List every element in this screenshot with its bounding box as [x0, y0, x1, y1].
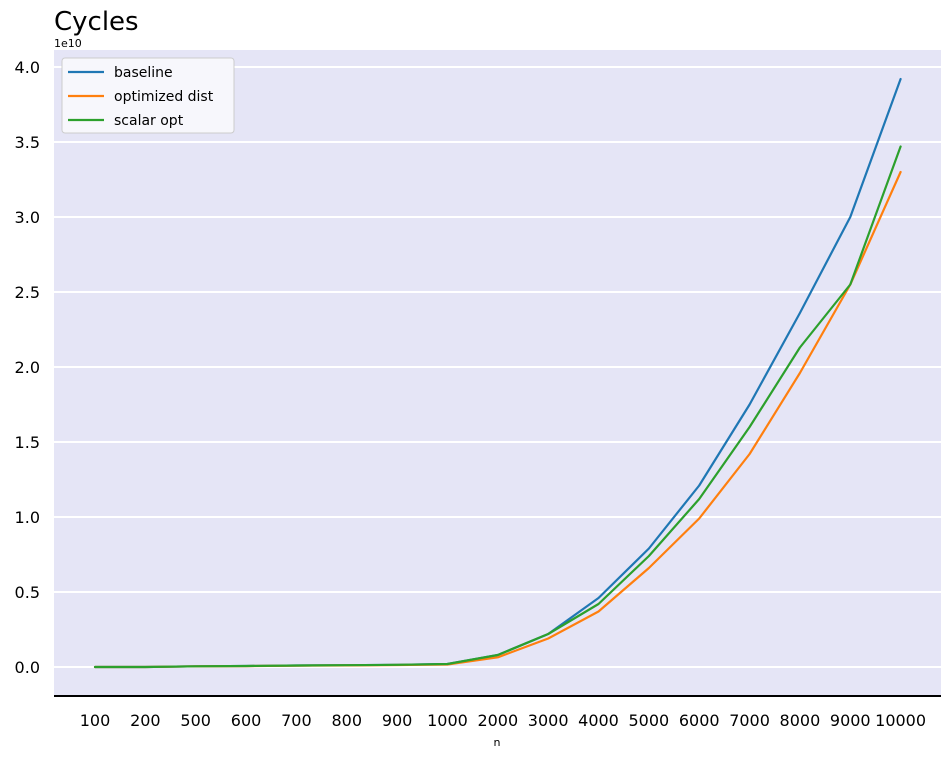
y-tick-label: 3.0: [15, 208, 40, 227]
x-tick-label: 8000: [780, 711, 821, 730]
x-tick-label: 10000: [875, 711, 926, 730]
legend: baseline optimized dist scalar opt: [61, 57, 235, 134]
series-line-scalar-opt: [93, 145, 902, 669]
x-tick-label: 800: [331, 711, 362, 730]
x-tick-label: 500: [180, 711, 211, 730]
x-tick-label: 3000: [528, 711, 569, 730]
legend-label: optimized dist: [114, 89, 214, 105]
y-ticks: 0.0 0.5 1.0 1.5 2.0 2.5 3.0 3.5 4.0: [15, 58, 40, 677]
gridlines: [54, 66, 941, 668]
y-tick-label: 1.5: [15, 433, 40, 452]
x-tick-label: 2000: [477, 711, 518, 730]
x-tick-label: 1000: [427, 711, 468, 730]
series-lines: [93, 77, 902, 669]
x-tick-label: 900: [382, 711, 413, 730]
x-axis-label: n: [494, 736, 501, 749]
x-tick-label: 5000: [628, 711, 669, 730]
legend-label: baseline: [114, 65, 173, 81]
x-tick-label: 200: [130, 711, 161, 730]
x-tick-label: 7000: [729, 711, 770, 730]
y-tick-label: 3.5: [15, 133, 40, 152]
x-ticks: 100 200 500 600 700 800 900 1000 2000 3000 4000 500…: [80, 711, 926, 730]
x-tick-label: 6000: [679, 711, 720, 730]
legend-label: scalar opt: [114, 113, 184, 129]
y-tick-label: 2.0: [15, 358, 40, 377]
x-tick-label: 100: [80, 711, 111, 730]
y-tick-label: 2.5: [15, 283, 40, 302]
y-tick-label: 0.0: [15, 658, 40, 677]
y-tick-label: 4.0: [15, 58, 40, 77]
plot-background: [54, 50, 941, 696]
x-tick-label: 4000: [578, 711, 619, 730]
y-tick-label: 0.5: [15, 583, 40, 602]
x-tick-label: 9000: [830, 711, 871, 730]
legend-box: [61, 57, 235, 134]
y-exponent-label: 1e10: [54, 37, 82, 50]
x-tick-label: 600: [231, 711, 262, 730]
chart-title: Cycles: [54, 7, 139, 37]
x-tick-label: 700: [281, 711, 312, 730]
y-tick-label: 1.0: [15, 508, 40, 527]
